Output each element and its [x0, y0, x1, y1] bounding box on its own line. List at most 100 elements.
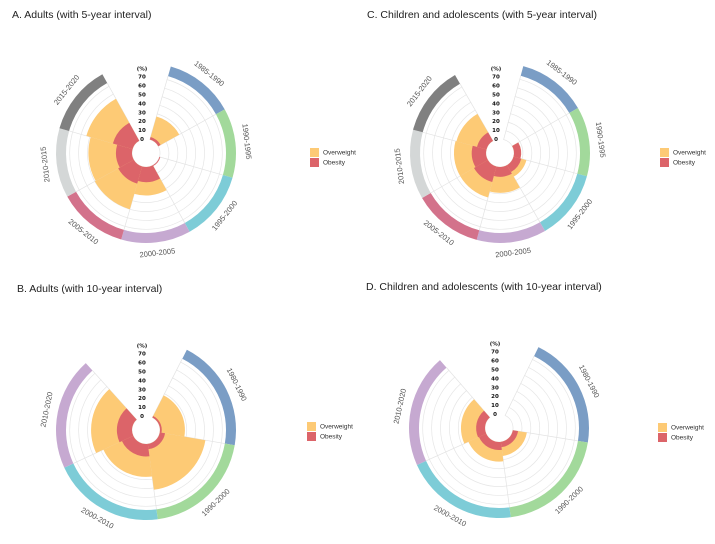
radial-chart-0: A. Adults (with 5-year interval)1985-199…	[12, 9, 356, 259]
tick-label: 20	[138, 119, 146, 125]
bar-obesity-2010-2020	[116, 408, 137, 443]
legend-label: Overweight	[320, 424, 353, 431]
category-ring-segment	[416, 460, 511, 518]
tick-label: 40	[138, 378, 146, 384]
grid-radial-line	[158, 113, 217, 147]
tick-label: 50	[491, 368, 499, 374]
tick-label: 70	[492, 75, 500, 81]
tick-label: 10	[138, 128, 146, 134]
grid-radial-line	[512, 429, 579, 442]
tick-label: 30	[491, 385, 499, 391]
category-label: 2000-2005	[139, 246, 176, 259]
tick-label: 60	[138, 84, 146, 90]
grid-circle	[432, 87, 568, 221]
legend-label: Obesity	[320, 434, 343, 441]
category-ring-segment	[67, 191, 124, 240]
legend-label: Obesity	[323, 160, 346, 167]
tick-label: 20	[491, 394, 499, 400]
bar-obesity-1990-1995	[512, 142, 522, 159]
tick-label: 50	[492, 93, 500, 99]
unit-label: (%)	[137, 344, 148, 350]
category-ring-segment	[569, 108, 590, 177]
grid-radial-line	[459, 83, 494, 142]
bar-obesity-2005-2010	[474, 160, 497, 182]
bar-obesity-2000-2010	[478, 433, 502, 451]
legend-label: Overweight	[323, 150, 356, 157]
tick-label: 30	[138, 110, 146, 116]
category-ring-segment	[184, 175, 233, 232]
grid-radial-line	[159, 156, 223, 176]
category-ring-segment	[64, 463, 158, 520]
bar-obesity-2015-2020	[112, 122, 140, 150]
category-label: 2010-2020	[39, 391, 55, 428]
category-ring-segment	[540, 173, 587, 231]
tick-label: 70	[491, 350, 499, 356]
category-label: 2010-2015	[39, 146, 52, 183]
category-ring-segment	[168, 66, 225, 115]
bar-obesity-1995-2000	[152, 156, 161, 167]
grid-circle	[422, 358, 576, 505]
radial-chart-2: C. Children and adolescents (with 5-year…	[367, 9, 706, 259]
tick-label: 60	[138, 361, 146, 367]
legend-swatch-obesity	[658, 433, 667, 442]
tick-label: 30	[138, 387, 146, 393]
legend-label: Overweight	[671, 425, 704, 432]
legend-label: Obesity	[671, 435, 694, 442]
category-ring-segment	[55, 363, 93, 468]
unit-label: (%)	[490, 342, 501, 348]
tick-label: 60	[492, 84, 500, 90]
legend-swatch-obesity	[660, 158, 669, 167]
legend-swatch-overweight	[658, 423, 667, 432]
bar-obesity-2005-2010	[118, 159, 143, 184]
bar-obesity-1990-2000	[500, 430, 519, 448]
bar-overweight-2000-2010	[468, 433, 504, 462]
radial-chart-1: B. Adults (with 10-year interval)1980-19…	[17, 283, 353, 531]
bar-obesity-2000-2010	[121, 435, 150, 457]
category-label: 2010-2015	[393, 148, 407, 185]
tick-label: 40	[492, 101, 500, 107]
grid-circle	[131, 139, 161, 168]
grid-radial-line	[446, 367, 491, 418]
bar-obesity-2000-2005	[493, 165, 512, 177]
tick-label: 20	[138, 396, 146, 402]
bar-obesity-2010-2015	[115, 144, 134, 168]
category-ring-segment	[520, 66, 578, 113]
bar-overweight-1990-2000	[147, 432, 206, 490]
category-label: 1990-1995	[594, 121, 608, 158]
bar-obesity-1980-1990	[152, 415, 162, 433]
chart-title: C. Children and adolescents (with 5-year…	[367, 9, 597, 21]
legend-swatch-overweight	[660, 148, 669, 157]
category-ring-segment	[182, 349, 236, 446]
legend-label: Overweight	[673, 150, 706, 157]
legend-swatch-overweight	[307, 422, 316, 431]
legend-swatch-overweight	[310, 148, 319, 157]
unit-label: (%)	[137, 67, 148, 73]
grid-radial-line	[504, 355, 535, 416]
legend: Overweight Obesity	[658, 423, 704, 442]
grid-circle	[431, 366, 567, 496]
category-label: 2010-2020	[392, 388, 408, 425]
category-ring-segment	[59, 74, 108, 131]
tick-label: 0	[140, 137, 144, 143]
category-ring-segment	[56, 128, 77, 197]
chart-title: A. Adults (with 5-year interval)	[12, 9, 151, 21]
tick-label: 10	[138, 405, 146, 411]
tick-label: 0	[493, 412, 497, 418]
category-ring-segment	[534, 347, 589, 443]
tick-label: 10	[492, 128, 500, 134]
tick-label: 40	[491, 376, 499, 382]
tick-label: 50	[138, 93, 146, 99]
bar-overweight-1980-1990	[152, 395, 185, 437]
tick-label: 70	[138, 352, 146, 358]
category-ring-segment	[422, 193, 480, 240]
category-ring-segment	[476, 222, 545, 243]
legend-label: Obesity	[673, 160, 696, 167]
category-ring-segment	[410, 129, 431, 198]
tick-label: 40	[138, 101, 146, 107]
tick-label: 0	[494, 137, 498, 143]
category-ring-segment	[509, 440, 588, 518]
legend: Overweight Obesity	[310, 148, 356, 167]
category-ring-segment	[408, 360, 447, 465]
bar-overweight-1990-2000	[500, 430, 527, 456]
